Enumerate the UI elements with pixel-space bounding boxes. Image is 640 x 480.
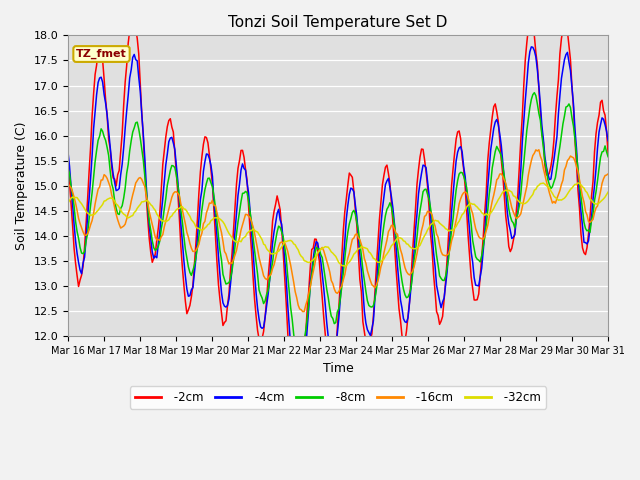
Title: Tonzi Soil Temperature Set D: Tonzi Soil Temperature Set D bbox=[228, 15, 448, 30]
Text: TZ_fmet: TZ_fmet bbox=[76, 49, 127, 59]
Y-axis label: Soil Temperature (C): Soil Temperature (C) bbox=[15, 121, 28, 250]
Legend:  -2cm,  -4cm,  -8cm,  -16cm,  -32cm: -2cm, -4cm, -8cm, -16cm, -32cm bbox=[130, 386, 546, 409]
X-axis label: Time: Time bbox=[323, 362, 353, 375]
